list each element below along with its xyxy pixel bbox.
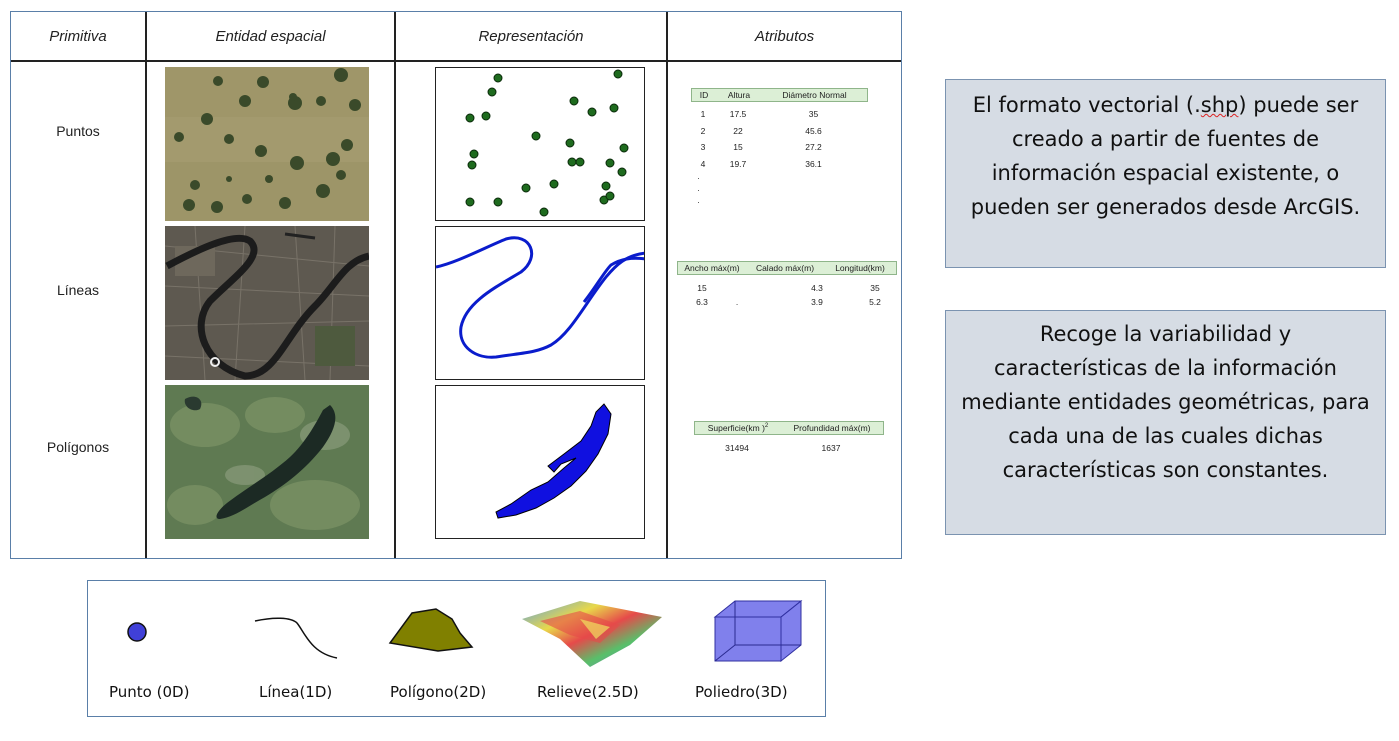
point-marker: [565, 138, 575, 148]
attributes-header: Ancho máx(m) Calado máx(m) Longitud(km): [677, 261, 897, 275]
column-divider: [394, 12, 396, 558]
point-marker: [569, 96, 579, 106]
legend-label-line: Línea(1D): [259, 683, 333, 701]
header-entity: Entidad espacial: [215, 27, 326, 45]
relief-icon: [522, 601, 662, 667]
header-divider: [11, 60, 901, 62]
table-row: 4 19.7 36.1: [700, 158, 822, 169]
point-marker: [575, 157, 585, 167]
point-marker: [587, 107, 597, 117]
point-marker: [549, 179, 559, 189]
note-variability: Recoge la variabilidad y características…: [945, 310, 1386, 535]
point-marker: [469, 149, 479, 159]
legend-label-polygon: Polígono(2D): [390, 683, 487, 701]
point-marker: [493, 197, 503, 207]
aerial-photo-lake: [165, 385, 369, 539]
line-icon: [254, 617, 338, 659]
point-marker: [605, 158, 615, 168]
column-divider: [145, 12, 147, 558]
attributes-table-points: ID Altura Diámetro Normal 1 17.5 35 2 22 45.6…: [691, 88, 868, 208]
river-line: [436, 236, 644, 359]
representation-points: [435, 67, 645, 221]
header-attributes: Atributos: [754, 27, 815, 45]
attributes-table-lines: Ancho máx(m) Calado máx(m) Longitud(km) …: [677, 261, 897, 310]
row-label-polygons: Polígonos: [46, 439, 110, 455]
point-marker: [487, 87, 497, 97]
point-marker: [539, 207, 549, 217]
ellipsis: · · ·: [697, 173, 700, 207]
row-label-points: Puntos: [56, 123, 100, 139]
point-marker: [605, 191, 615, 201]
legend-label-relief: Relieve(2.5D): [537, 683, 639, 701]
point-marker: [465, 113, 475, 123]
representation-lines: [435, 226, 645, 380]
table-row: 6.3 . 3.9 5.2: [696, 296, 881, 307]
legend-label-polyhedron: Poliedro(3D): [695, 683, 788, 701]
aerial-photo-river: [165, 226, 369, 380]
point-marker: [493, 73, 503, 83]
lake-polygon: [495, 403, 612, 519]
point-marker: [617, 167, 627, 177]
river-bank-line: [582, 256, 644, 303]
legend-label-point: Punto (0D): [109, 683, 190, 701]
header-representation: Representación: [478, 27, 584, 45]
point-marker: [521, 183, 531, 193]
note-vector-format: El formato vectorial (.shp) puede ser cr…: [945, 79, 1386, 268]
attributes-table-polygons: Superficie(km )2 Profundidad máx(m) 3149…: [694, 421, 884, 456]
polyhedron-icon: [713, 599, 803, 663]
table-row: 1 17.5 35: [700, 109, 819, 120]
row-label-lines: Líneas: [56, 282, 100, 298]
table-row: 2 22 45.6: [700, 125, 822, 136]
geometry-legend: Punto (0D) Línea(1D) Polígono(2D) Reliev…: [87, 580, 826, 717]
polygon-icon: [388, 608, 474, 652]
point-marker: [601, 181, 611, 191]
point-marker: [613, 69, 623, 79]
table-row: 31494 1637: [725, 442, 841, 453]
point-marker: [531, 131, 541, 141]
column-divider: [666, 12, 668, 558]
table-row: 3 15 27.2: [700, 142, 822, 153]
primitives-table: Primitiva Entidad espacial Representació…: [10, 11, 902, 559]
point-icon: [127, 622, 147, 642]
point-marker: [609, 103, 619, 113]
representation-polygon: [435, 385, 645, 539]
aerial-photo-trees: [165, 67, 369, 221]
header-primitive: Primitiva: [49, 27, 107, 45]
point-marker: [467, 160, 477, 170]
attributes-header: Superficie(km )2 Profundidad máx(m): [694, 421, 884, 435]
point-marker: [619, 143, 629, 153]
point-marker: [567, 157, 577, 167]
point-marker: [465, 197, 475, 207]
table-row: 15 4.3 35: [697, 282, 880, 293]
attributes-header: ID Altura Diámetro Normal: [691, 88, 868, 102]
point-marker: [481, 111, 491, 121]
